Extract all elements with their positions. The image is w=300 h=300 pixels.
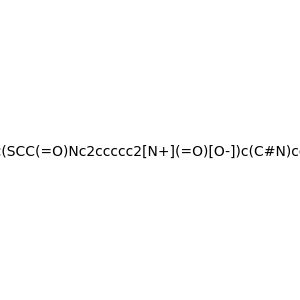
Text: Nc1nc(SCC(=O)Nc2ccccc2[N+](=O)[O-])c(C#N)cc1C#N: Nc1nc(SCC(=O)Nc2ccccc2[N+](=O)[O-])c(C#N…: [0, 145, 300, 158]
